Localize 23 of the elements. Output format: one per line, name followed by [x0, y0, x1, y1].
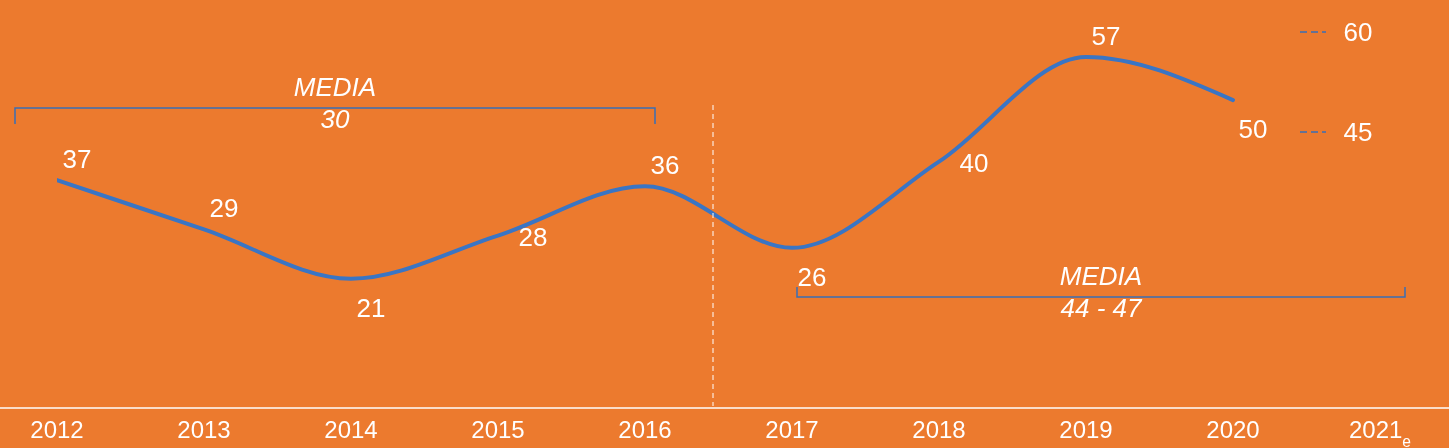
x-tick-label: 2020: [1206, 416, 1260, 443]
x-tick-label: 2018: [912, 416, 966, 443]
annotation: MEDIA 30: [293, 72, 377, 134]
data-label: 21: [356, 292, 386, 323]
x-tick-label: 2014: [324, 416, 378, 443]
x-tick-label: 2013: [177, 416, 231, 443]
x-tick-label: 2015: [471, 416, 525, 443]
data-label: 29: [209, 193, 239, 224]
x-tick-label: 2012: [30, 416, 84, 443]
x-tick-label: 2017: [765, 416, 819, 443]
annotation: MEDIA 44 - 47: [1059, 261, 1144, 323]
data-label: 57: [1091, 20, 1121, 51]
data-label: 50: [1238, 114, 1268, 145]
annotation: 45: [1343, 117, 1373, 147]
data-label: 36: [650, 150, 680, 181]
data-label: 37: [62, 144, 92, 175]
x-tick-label: 2016: [618, 416, 672, 443]
data-label: 40: [959, 147, 989, 178]
x-tick-label: 2021$_{e}$: [1348, 416, 1412, 448]
x-tick-label: 2019: [1059, 416, 1113, 443]
data-label: 28: [518, 221, 548, 252]
data-label: 26: [797, 261, 827, 292]
text: 60: [1343, 17, 1373, 47]
